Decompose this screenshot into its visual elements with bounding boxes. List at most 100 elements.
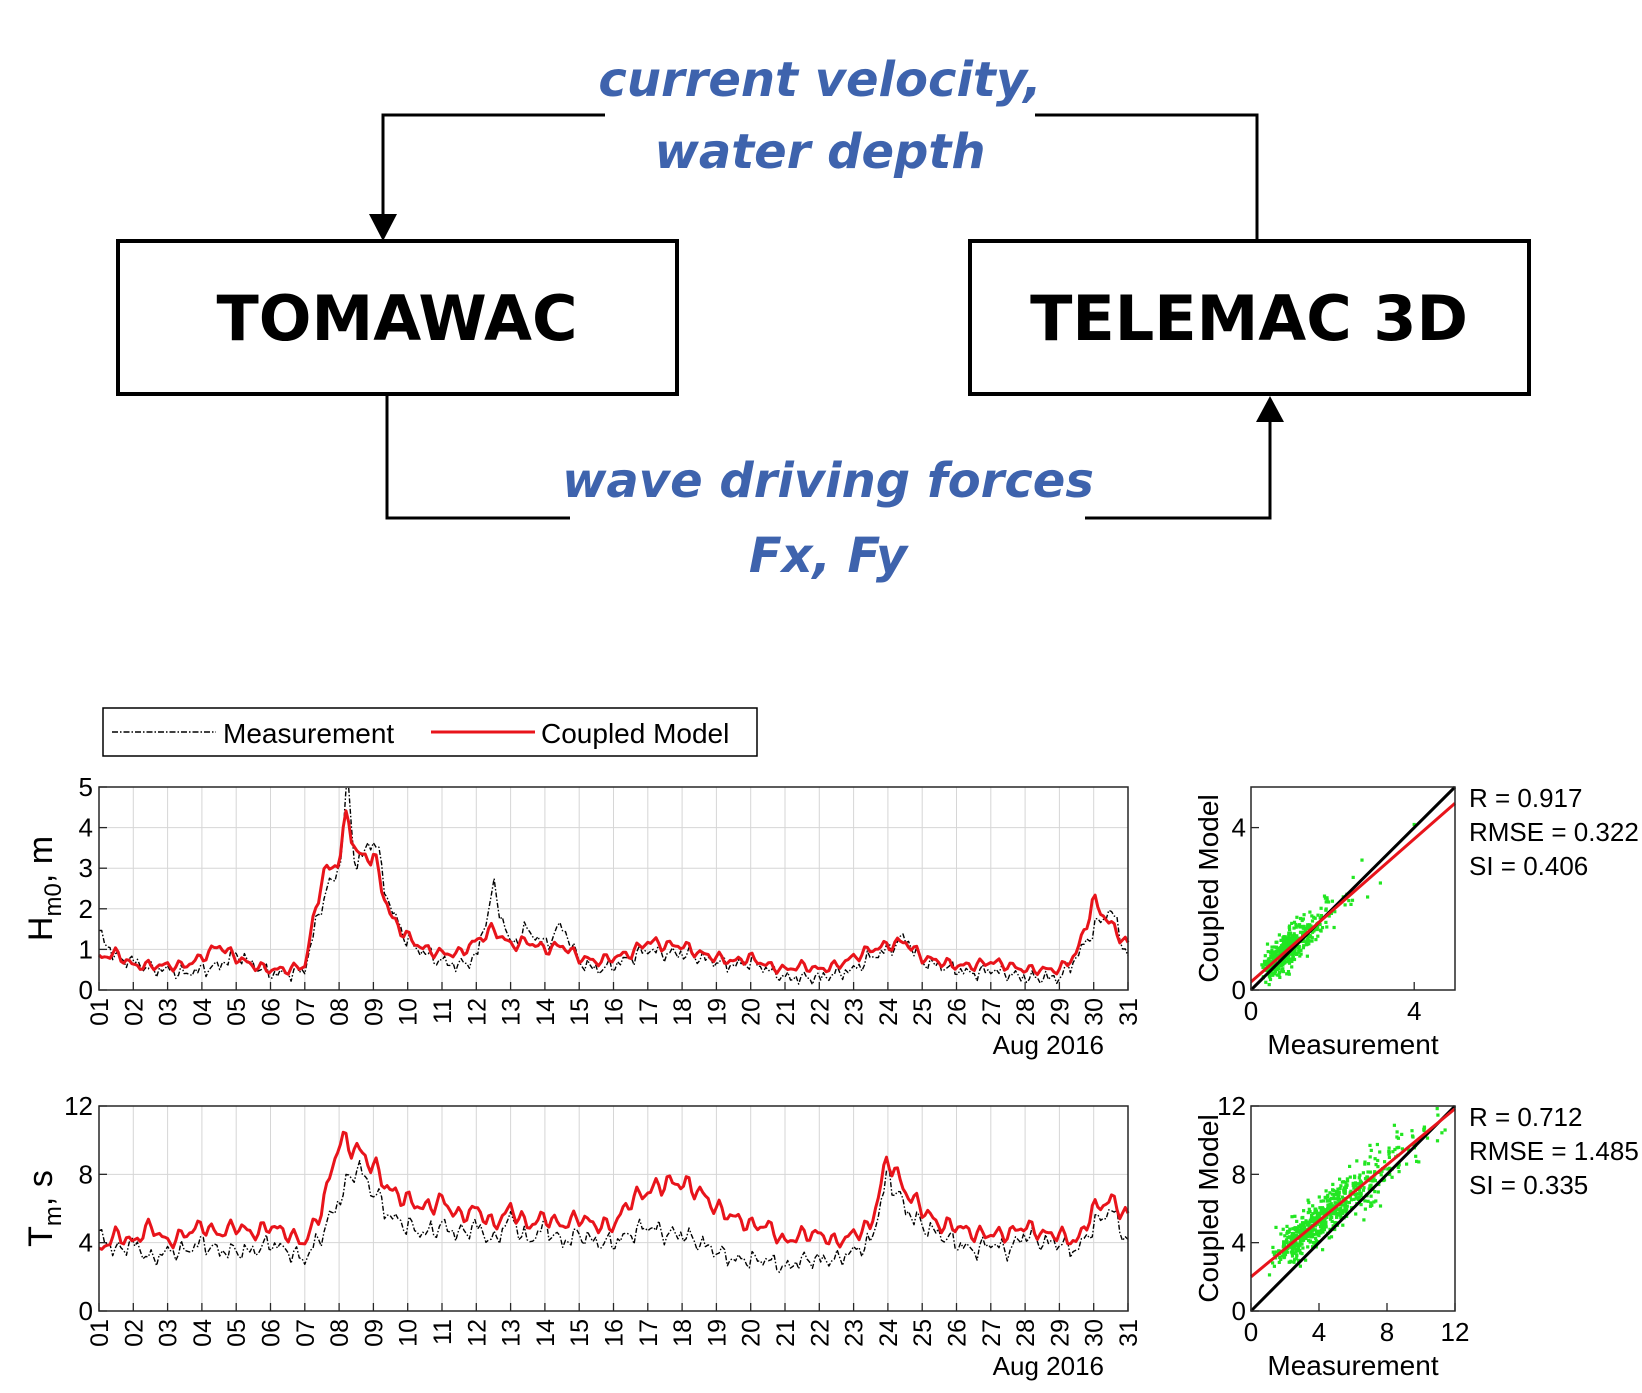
- scatter-point: [1282, 1254, 1286, 1258]
- tm_scatter-stat: RMSE = 1.485: [1469, 1136, 1639, 1166]
- scatter-point: [1285, 972, 1289, 976]
- x-tick-label: 06: [258, 1319, 286, 1347]
- x-tick-label: 17: [635, 998, 663, 1026]
- scatter-point: [1290, 1234, 1294, 1238]
- tm_timeseries-series-measurement: [98, 1159, 1129, 1274]
- scatter-point: [1328, 1203, 1332, 1207]
- x-tick-label: 24: [875, 998, 903, 1026]
- scatter-point: [1309, 1220, 1313, 1224]
- scatter-point: [1265, 942, 1270, 946]
- hm0_scatter-one-to-one-line: [1249, 785, 1457, 992]
- scatter-point: [1297, 944, 1301, 949]
- y-tick-label: 1: [79, 934, 93, 964]
- scatter-point: [1260, 963, 1264, 967]
- scatter-point: [1332, 1210, 1336, 1214]
- scatter-point: [1340, 1195, 1344, 1199]
- x-tick-label: 30: [1081, 998, 1109, 1026]
- down-arrow-icon: [369, 214, 397, 241]
- scatter-point: [1286, 936, 1290, 940]
- scatter-point: [1369, 1148, 1373, 1152]
- x-tick-label: 22: [806, 998, 834, 1026]
- scatter-point: [1321, 1229, 1325, 1233]
- x-tick-label: 05: [223, 998, 251, 1026]
- x-tick-label: 14: [532, 998, 560, 1026]
- scatter-point: [1279, 949, 1283, 953]
- x-tick-label: 29: [1046, 1319, 1074, 1347]
- scatter-point: [1383, 1160, 1387, 1164]
- scatter-point: [1264, 980, 1268, 984]
- x-tick-label: 27: [978, 998, 1006, 1026]
- x-tick-label: 19: [703, 998, 731, 1026]
- scatter-point: [1435, 1107, 1439, 1111]
- hm0_timeseries-series-model: [97, 809, 1130, 977]
- scatter-point: [1283, 942, 1288, 946]
- up-arrow-icon: [1256, 396, 1284, 422]
- bottom-forcing-line-right: [1085, 422, 1272, 520]
- scatter-point: [1279, 961, 1283, 965]
- scatter-point: [1344, 1203, 1348, 1207]
- scatter-point: [1405, 1162, 1409, 1166]
- scatter-point: [1328, 1191, 1332, 1195]
- x-tick-label: 28: [1012, 998, 1040, 1026]
- scatter-point: [1324, 900, 1328, 904]
- scatter-point: [1277, 973, 1281, 977]
- x-tick-label: 12: [1441, 1317, 1470, 1347]
- scatter-point: [1271, 1245, 1275, 1249]
- x-tick-label: 02: [120, 1319, 148, 1347]
- scatter-point: [1283, 1244, 1287, 1248]
- scatter-point: [1318, 916, 1322, 920]
- scatter-point: [1349, 1206, 1354, 1210]
- scatter-point: [1415, 1159, 1419, 1163]
- scatter-point: [1316, 925, 1320, 929]
- x-tick-label: 07: [292, 1319, 320, 1347]
- scatter-point: [1283, 939, 1288, 943]
- scatter-point: [1277, 967, 1281, 971]
- scatter-point: [1339, 1206, 1343, 1210]
- scatter-point: [1286, 970, 1291, 974]
- scatter-point: [1350, 898, 1355, 902]
- scatter-point: [1325, 925, 1329, 929]
- scatter-point: [1282, 946, 1286, 950]
- x-tick-label: 30: [1081, 1319, 1109, 1347]
- y-tick-label: 5: [79, 772, 93, 802]
- scatter-point: [1410, 1134, 1415, 1138]
- x-tick-label: 12: [463, 998, 491, 1026]
- scatter-point: [1296, 1230, 1300, 1234]
- x-tick-label: 06: [258, 998, 286, 1026]
- scatter-point: [1289, 1236, 1293, 1240]
- x-tick-label: 20: [738, 1319, 766, 1347]
- scatter-point: [1342, 1186, 1346, 1190]
- scatter-point: [1345, 1207, 1349, 1211]
- scatter-point: [1378, 1204, 1383, 1208]
- x-tick-label: 05: [223, 1319, 251, 1347]
- ylabel-base: T: [22, 1226, 60, 1247]
- scatter-point: [1281, 1227, 1285, 1231]
- x-tick-label: 08: [326, 998, 354, 1026]
- scatter-point: [1327, 900, 1331, 904]
- scatter-point: [1360, 858, 1364, 862]
- x-tick-label: 07: [292, 998, 320, 1026]
- scatter-point: [1290, 1246, 1294, 1250]
- scatter-point: [1294, 1233, 1298, 1238]
- scatter-point: [1316, 1211, 1320, 1215]
- scatter-point: [1368, 1143, 1372, 1147]
- scatter-point: [1326, 1204, 1330, 1209]
- scatter-point: [1302, 913, 1306, 917]
- scatter-point: [1310, 1232, 1314, 1236]
- scatter-point: [1330, 899, 1334, 903]
- y-tick-label: 0: [79, 975, 93, 1005]
- scatter-point: [1295, 952, 1299, 956]
- x-tick-label: 10: [395, 998, 423, 1026]
- scatter-point: [1292, 957, 1297, 962]
- scatter-point: [1311, 1212, 1315, 1216]
- ylabel-suffix: , m: [22, 836, 60, 883]
- scatter-point: [1330, 1219, 1334, 1223]
- scatter-point: [1374, 1199, 1378, 1203]
- x-tick-label: 12: [463, 1319, 491, 1347]
- scatter-point: [1386, 1167, 1390, 1171]
- y-tick-label: 12: [1217, 1091, 1246, 1121]
- top-feedback-line-left: [381, 113, 605, 215]
- scatter-point: [1310, 939, 1314, 943]
